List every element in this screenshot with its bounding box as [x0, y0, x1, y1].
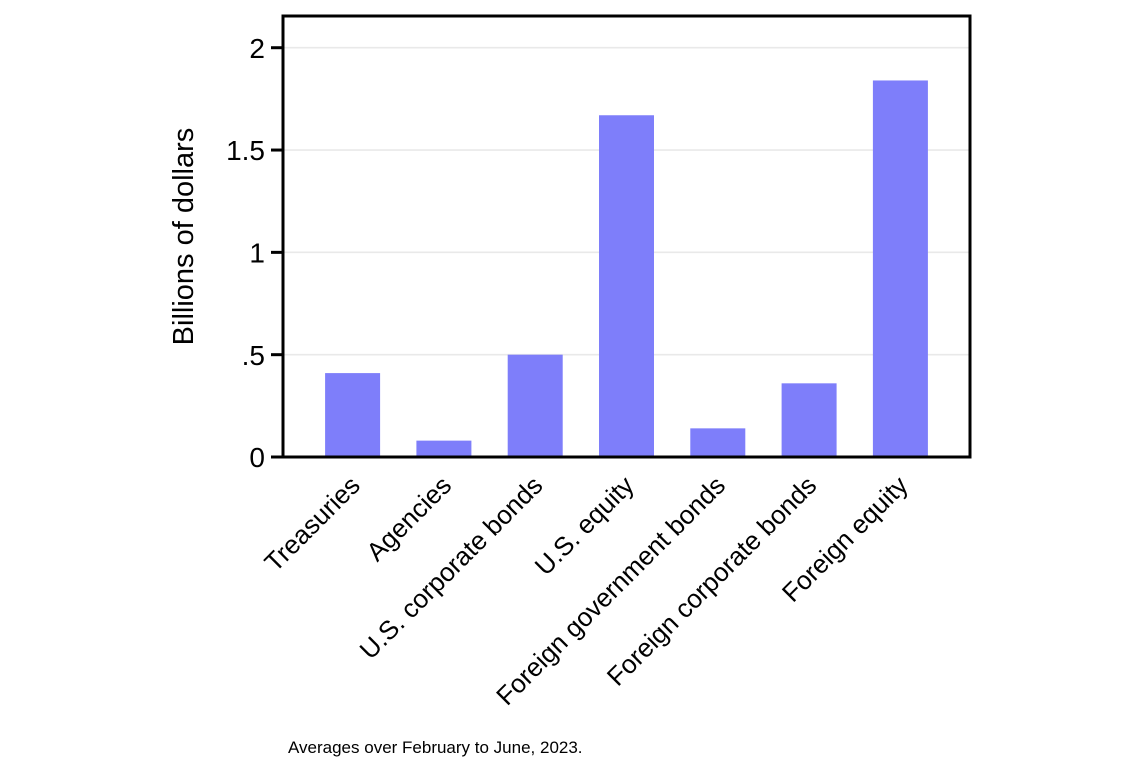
y-tick-label: .5: [242, 340, 265, 371]
y-axis-title: Billions of dollars: [168, 128, 200, 346]
bar-foreign-corporate-bonds: [781, 383, 837, 457]
y-tick-label: 0: [249, 442, 265, 473]
y-tick-label: 1.5: [226, 135, 265, 166]
chart-caption: Averages over February to June, 2023.: [288, 738, 583, 757]
bar-u-s-equity: [599, 115, 654, 457]
plot-frame: [281, 14, 972, 459]
x-category-label: Agencies: [360, 470, 457, 567]
x-category-label: Treasuries: [258, 470, 365, 577]
bar-foreign-government-bonds: [690, 428, 746, 457]
y-tick-label: 1: [249, 237, 265, 268]
x-category-label: U.S. corporate bonds: [353, 470, 548, 665]
y-tick-label: 2: [249, 33, 265, 64]
bar-u-s-corporate-bonds: [507, 354, 563, 457]
bar-treasuries: [325, 373, 381, 457]
bar-agencies: [416, 440, 472, 457]
bar-foreign-equity: [872, 80, 928, 457]
